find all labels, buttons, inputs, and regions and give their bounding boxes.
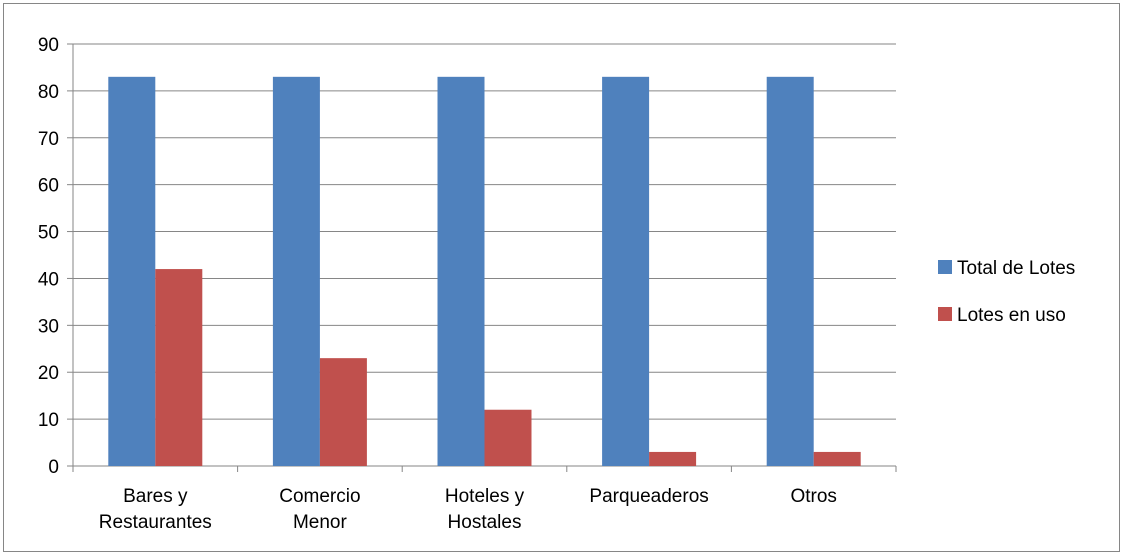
bar-total-de-lotes (108, 76, 156, 467)
chart-area: 0 10 20 30 40 50 60 70 80 90 Bares y Restaurantes Co… (3, 3, 1120, 552)
bar-lotes-en-uso (319, 358, 367, 466)
bar-total-de-lotes (766, 76, 814, 467)
y-tick-label: 0 (48, 457, 59, 478)
y-tick-label: 40 (38, 269, 59, 290)
x-tick-label: Comercio (279, 486, 360, 507)
y-tick-label: 10 (38, 410, 59, 431)
legend-swatch (938, 307, 952, 321)
legend-label: Lotes en uso (957, 305, 1066, 326)
bar-lotes-en-uso (649, 451, 697, 466)
tick-labels: 0 10 20 30 40 50 60 70 80 90 Bares y Restaurantes Co… (38, 35, 837, 533)
bar-lotes-en-uso (813, 451, 861, 466)
x-tick-label: Hoteles y (445, 486, 525, 507)
x-tick-label: Hostales (448, 512, 522, 533)
bar-lotes-en-uso (155, 269, 203, 466)
bar-total-de-lotes (437, 76, 485, 467)
legend-swatch (938, 260, 952, 274)
x-tick-label: Parqueaderos (589, 486, 708, 507)
bar-total-de-lotes (272, 76, 320, 467)
legend-label: Total de Lotes (957, 258, 1075, 279)
y-tick-label: 80 (38, 82, 59, 103)
y-tick-label: 70 (38, 129, 59, 150)
legend: Total de Lotes Lotes en uso (938, 258, 1075, 326)
y-tick-label: 30 (38, 316, 59, 337)
bar-lotes-en-uso (484, 409, 532, 466)
x-tick-label: Bares y (123, 486, 188, 507)
x-tick-label: Menor (293, 512, 348, 533)
x-tick-label: Restaurantes (99, 512, 212, 533)
y-tick-label: 90 (38, 35, 59, 56)
bar-total-de-lotes (602, 76, 650, 467)
bar-chart: 0 10 20 30 40 50 60 70 80 90 Bares y Restaurantes Co… (38, 35, 1075, 533)
x-tick-label: Otros (790, 486, 836, 507)
bars (108, 76, 861, 467)
y-tick-label: 50 (38, 223, 59, 244)
y-tick-label: 60 (38, 176, 59, 197)
y-tick-label: 20 (38, 363, 59, 384)
